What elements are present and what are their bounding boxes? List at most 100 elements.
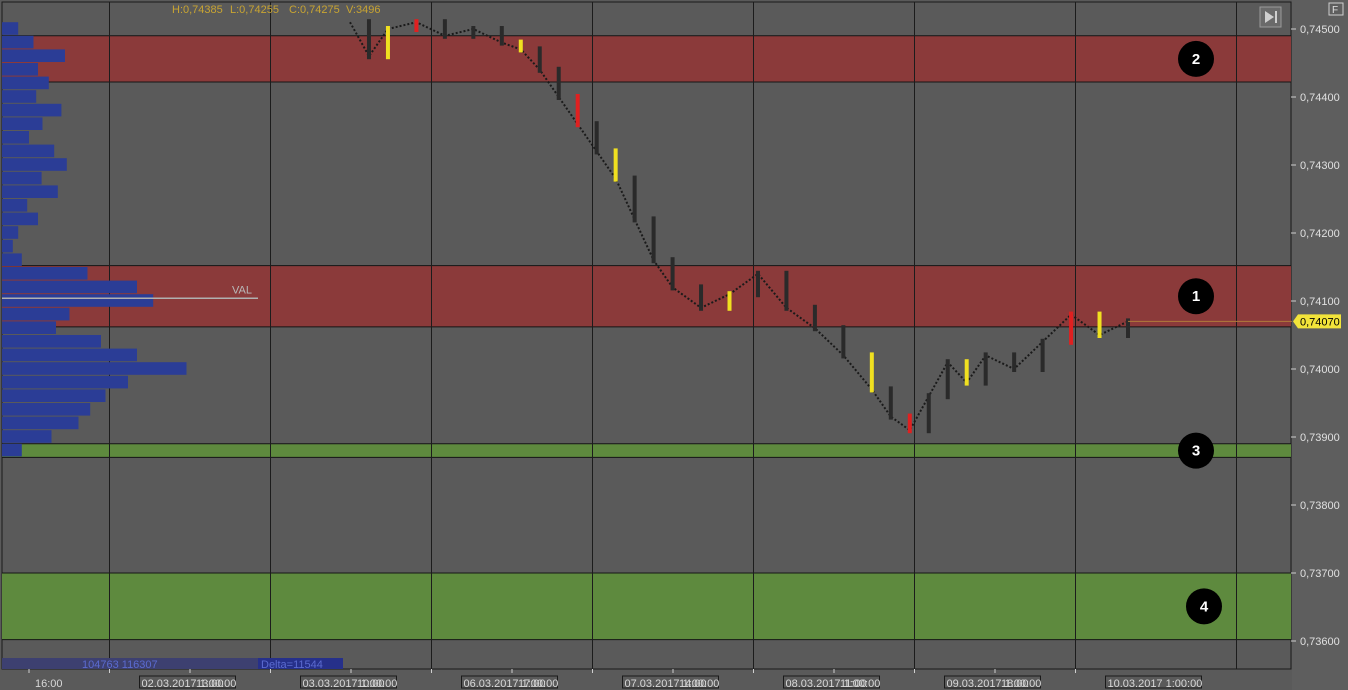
price-cluster	[699, 284, 704, 311]
x-tick-label: 17:00	[518, 678, 546, 690]
price-cluster	[926, 393, 931, 434]
profile-bar	[2, 35, 34, 49]
zone-badges: 1 2 3 4	[1178, 40, 1222, 625]
profile-bar	[2, 267, 88, 280]
zone-1-number: 1	[1192, 288, 1200, 305]
y-tick-label: 0,74000	[1300, 364, 1340, 376]
y-tick-label: 0,73800	[1300, 500, 1340, 512]
price-cluster	[556, 66, 561, 100]
footer-delta-text: Delta=11544	[261, 659, 323, 671]
price-cluster	[727, 291, 732, 311]
price-axis-panel	[1292, 0, 1348, 690]
profile-bar	[2, 403, 91, 416]
price-trace	[349, 21, 1129, 432]
scroll-to-end-button[interactable]	[1259, 6, 1282, 28]
close-label: C:0,74275	[289, 4, 340, 16]
x-date-box	[300, 675, 397, 689]
price-cluster	[945, 359, 950, 400]
price-cluster	[1069, 311, 1074, 345]
play-end-icon	[1265, 11, 1274, 23]
zone-1-badge	[1178, 278, 1214, 315]
settings-frame[interactable]	[1328, 2, 1344, 16]
low-label: L:0,74255	[230, 4, 279, 16]
format-icon: F	[1332, 5, 1338, 16]
price-cluster	[518, 39, 523, 53]
price-axis: 0,74500 0,74400 0,74300 0,74200 0,74100 0,740…	[1291, 24, 1340, 648]
x-date-box	[622, 675, 719, 689]
price-cluster	[869, 352, 874, 393]
price-cluster	[366, 19, 371, 60]
price-cluster	[537, 46, 542, 73]
y-tick-label: 0,74500	[1300, 24, 1340, 36]
x-tick-label: 08.03.2017 1:00:00	[786, 678, 881, 690]
profile-bar	[2, 335, 101, 348]
x-date-box	[1105, 675, 1202, 689]
price-cluster	[1012, 352, 1017, 372]
y-tick-label: 0,74300	[1300, 160, 1340, 172]
profile-bar	[2, 212, 38, 226]
price-cluster	[442, 19, 447, 39]
price-cluster	[841, 325, 846, 359]
profile-bar	[2, 226, 19, 239]
x-tick-label: 10:00	[357, 678, 385, 690]
x-tick-label: 02.03.2017 1:00:00	[142, 678, 237, 690]
zone-3-number: 3	[1192, 443, 1200, 460]
zone-1-band	[2, 265, 1291, 327]
profile-bar	[2, 49, 65, 62]
profile-bar	[2, 280, 137, 294]
price-cluster	[784, 270, 789, 311]
end-bar-icon	[1275, 11, 1277, 23]
profile-bar	[2, 416, 79, 430]
zone-2-badge	[1178, 40, 1214, 77]
footer-bar: 104763 116307 Delta=11544	[2, 658, 343, 671]
x-tick-label: 13:00	[196, 678, 224, 690]
zones-layer	[2, 35, 1291, 641]
current-price-label: 0,74070	[1300, 316, 1340, 328]
profile-bar	[2, 294, 154, 307]
profile-bar	[2, 63, 38, 76]
plot-area	[1, 1, 1292, 670]
ohlc-header: H:0,74385 L:0,74255 C:0,74275 V:3496	[172, 4, 380, 16]
price-cluster	[414, 19, 419, 32]
x-date-box	[944, 675, 1041, 689]
x-tick-label: 18:00	[1001, 678, 1029, 690]
price-cluster	[594, 121, 599, 155]
price-cluster	[385, 26, 390, 60]
price-cluster	[755, 270, 760, 298]
y-tick-label: 0,73700	[1300, 568, 1340, 580]
zone-4-badge	[1186, 588, 1222, 625]
price-cluster	[670, 257, 675, 291]
profile-bar	[2, 22, 19, 35]
x-tick-label: 03.03.2017 1:00:00	[303, 678, 398, 690]
zone-4-number: 4	[1200, 598, 1209, 615]
price-series	[349, 19, 1130, 434]
price-cluster	[499, 26, 504, 46]
x-tick-label: 11:00	[840, 678, 867, 690]
x-tick-label: 06.03.2017 1:00:00	[464, 678, 559, 690]
chart-settings-button[interactable]: F	[1328, 2, 1344, 16]
profile-bar	[2, 117, 43, 130]
x-date-box	[139, 675, 236, 689]
price-cluster	[575, 94, 580, 128]
x-tick-label: 14:00	[679, 678, 707, 690]
price-cluster	[888, 386, 893, 420]
price-cluster	[632, 175, 637, 223]
profile-bar	[2, 103, 62, 117]
high-label: H:0,74385	[172, 4, 223, 16]
profile-bar	[2, 307, 70, 321]
price-cluster	[983, 352, 988, 386]
y-tick-label: 0,74400	[1300, 92, 1340, 104]
price-cluster	[907, 413, 912, 434]
x-date-box	[783, 675, 880, 689]
price-cluster	[471, 26, 476, 39]
zone-2-number: 2	[1192, 51, 1200, 68]
price-cluster	[812, 304, 817, 332]
zone-4-band	[2, 573, 1291, 640]
profile-bar	[2, 90, 37, 103]
profile-bar	[2, 362, 187, 375]
y-tick-label: 0,73900	[1300, 432, 1340, 444]
zone-3-badge	[1178, 432, 1214, 469]
price-cluster	[1040, 338, 1045, 372]
